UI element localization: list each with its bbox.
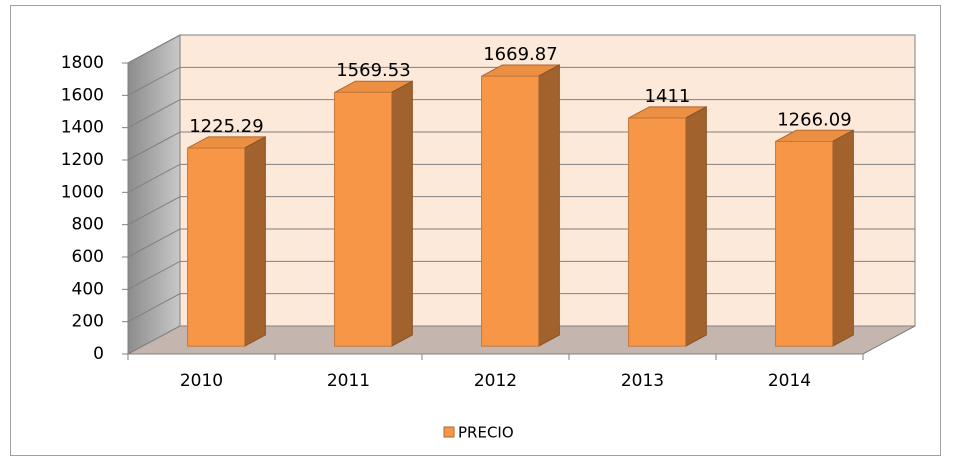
value-label: 1569.53 <box>336 60 410 81</box>
bar-front <box>481 75 540 347</box>
value-label: 1266.09 <box>777 109 851 130</box>
value-label: 1225.29 <box>189 116 263 137</box>
legend-label: PRECIO <box>458 424 514 442</box>
bar-side <box>538 64 560 347</box>
bar-side <box>832 129 854 347</box>
grid-line <box>127 66 915 96</box>
bar-side <box>244 136 266 347</box>
y-tick-label: 1000 <box>61 182 104 202</box>
bar <box>481 64 560 347</box>
side-wall <box>127 34 181 355</box>
y-tick-label: 800 <box>72 215 104 235</box>
grid-line <box>127 34 915 64</box>
x-tick-label: 2012 <box>474 371 517 391</box>
y-tick-label: 1200 <box>61 150 104 170</box>
y-tick-label: 1800 <box>61 53 104 73</box>
bar <box>187 136 266 347</box>
y-tick-label: 600 <box>72 247 104 267</box>
bar <box>334 80 413 347</box>
bar-side <box>685 106 707 347</box>
bar <box>775 129 854 347</box>
x-tick-label: 2014 <box>768 371 811 391</box>
value-label: 1669.87 <box>483 44 557 65</box>
bar-front <box>775 140 834 347</box>
y-tick-label: 1600 <box>61 85 104 105</box>
y-tick-label: 0 <box>93 344 104 364</box>
bar-side <box>391 80 413 347</box>
bar-front <box>628 117 687 347</box>
grid-line <box>127 99 915 129</box>
value-label: 1411 <box>645 86 691 107</box>
bar <box>628 106 707 347</box>
y-tick-label: 400 <box>72 279 104 299</box>
x-tick-label: 2011 <box>327 371 370 391</box>
x-tick-label: 2013 <box>621 371 664 391</box>
bar-front <box>334 91 393 347</box>
y-tick-label: 1400 <box>61 118 104 138</box>
y-tick-label: 200 <box>72 312 104 332</box>
bar-front <box>187 147 246 347</box>
x-tick-label: 2010 <box>180 371 223 391</box>
legend-swatch <box>443 426 455 438</box>
